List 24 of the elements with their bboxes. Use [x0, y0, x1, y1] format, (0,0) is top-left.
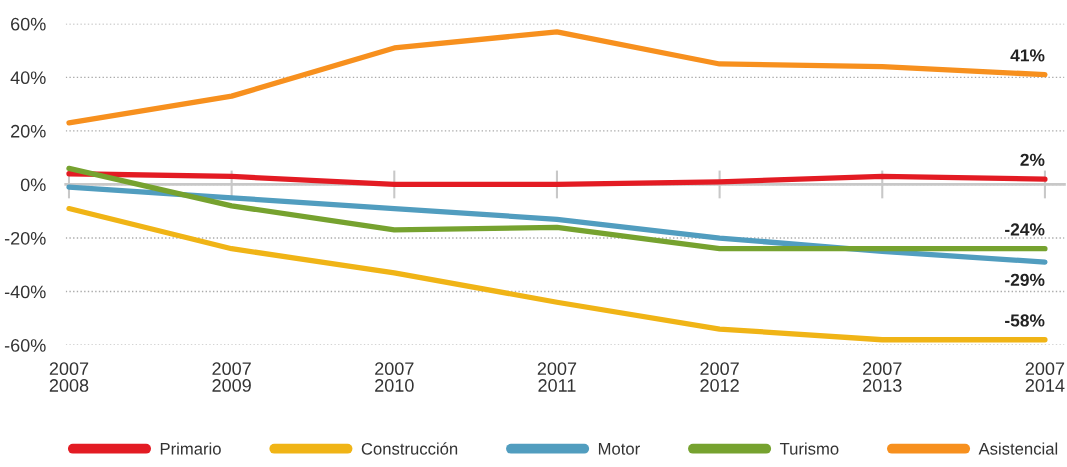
data-label: 41% — [1010, 49, 1045, 62]
x-tick-label: 2007 2010 — [375, 362, 414, 392]
y-tick-label: 60% — [11, 17, 46, 31]
data-label: -58% — [1005, 314, 1045, 327]
x-tick-label: 2007 2009 — [212, 362, 251, 392]
x-tick-label: 2007 2014 — [1025, 362, 1065, 392]
x-tick-label: 2007 2013 — [863, 362, 902, 392]
data-label: 2% — [1020, 153, 1045, 166]
legend-label: Asistencial — [978, 442, 1058, 455]
legend-label: Turismo — [779, 442, 839, 455]
data-label: -24% — [1005, 223, 1045, 236]
y-tick-label: 20% — [11, 124, 46, 138]
y-tick-label: 40% — [10, 71, 46, 85]
legend-label: Primario — [160, 442, 221, 455]
data-label: -29% — [1005, 273, 1045, 286]
y-tick-label: 0% — [20, 178, 46, 192]
x-tick-label: 2007 2012 — [700, 362, 739, 392]
x-tick-label: 2007 2008 — [49, 362, 89, 392]
y-tick-label: -60% — [4, 339, 46, 352]
x-tick-label: 2007 2011 — [537, 362, 577, 392]
legend-label: Construcción — [361, 442, 458, 455]
y-tick-label: -40% — [4, 285, 46, 299]
y-tick-label: -20% — [4, 231, 46, 245]
legend-label: Motor — [598, 443, 640, 455]
